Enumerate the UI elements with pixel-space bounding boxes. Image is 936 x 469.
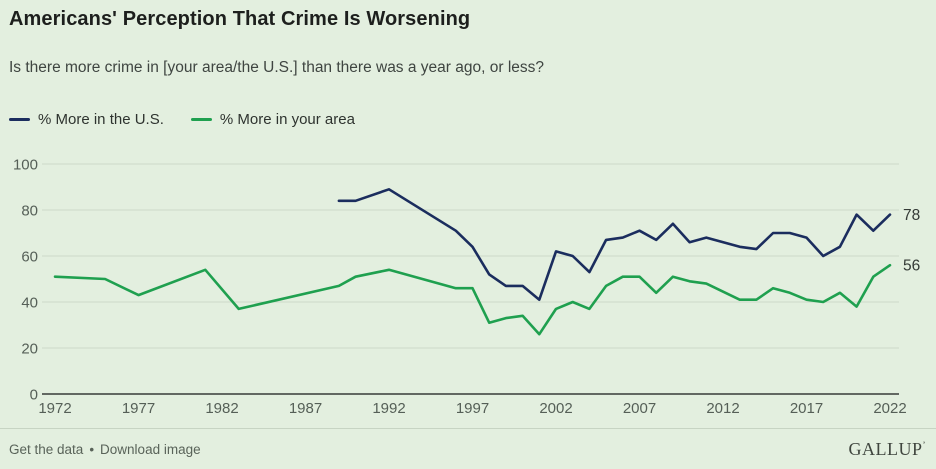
series-line: [53, 263, 892, 336]
legend: % More in the U.S. % More in your area: [9, 111, 355, 128]
footer: Get the data • Download image GALLUP’: [0, 428, 936, 469]
y-tick-label: 40: [21, 295, 38, 312]
x-tick-label: 2012: [706, 400, 739, 417]
legend-swatch: [9, 117, 30, 122]
x-tick-label: 1987: [289, 400, 322, 417]
get-the-data-link[interactable]: Get the data: [9, 441, 84, 457]
x-tick-label: 2002: [539, 400, 572, 417]
legend-label: % More in the U.S.: [38, 111, 164, 128]
x-tick-label: 1982: [205, 400, 238, 417]
gallup-logo: GALLUP’: [848, 438, 926, 459]
series-end-label: 56: [903, 258, 920, 275]
series-line: [337, 188, 892, 302]
legend-swatch: [190, 117, 212, 122]
x-tick-label: 1972: [38, 400, 71, 417]
legend-item-us[interactable]: % More in the U.S.: [9, 111, 164, 128]
download-image-link[interactable]: Download image: [100, 441, 201, 457]
registered-mark: ’: [922, 439, 926, 450]
y-tick-label: 0: [30, 387, 38, 404]
legend-label: % More in your area: [219, 111, 355, 128]
footer-links: Get the data • Download image: [9, 442, 201, 457]
chart-header: Americans' Perception That Crime Is Wors…: [9, 8, 927, 77]
x-tick-label: 2017: [790, 400, 823, 417]
x-tick-label: 2022: [873, 400, 906, 417]
y-tick-label: 20: [21, 341, 38, 358]
x-tick-label: 1997: [456, 400, 489, 417]
x-tick-label: 1977: [122, 400, 155, 417]
y-tick-label: 80: [21, 203, 38, 220]
x-tick-label: 1992: [372, 400, 405, 417]
legend-item-area[interactable]: % More in your area: [190, 111, 355, 128]
chart-title: Americans' Perception That Crime Is Wors…: [9, 8, 471, 30]
series-end-label: 78: [903, 207, 920, 224]
x-tick-label: 2007: [623, 400, 656, 417]
footer-separator: •: [89, 441, 95, 457]
y-tick-label: 60: [21, 249, 38, 266]
chart-subtitle: Is there more crime in [your area/the U.…: [9, 59, 544, 76]
y-tick-label: 100: [13, 157, 38, 174]
